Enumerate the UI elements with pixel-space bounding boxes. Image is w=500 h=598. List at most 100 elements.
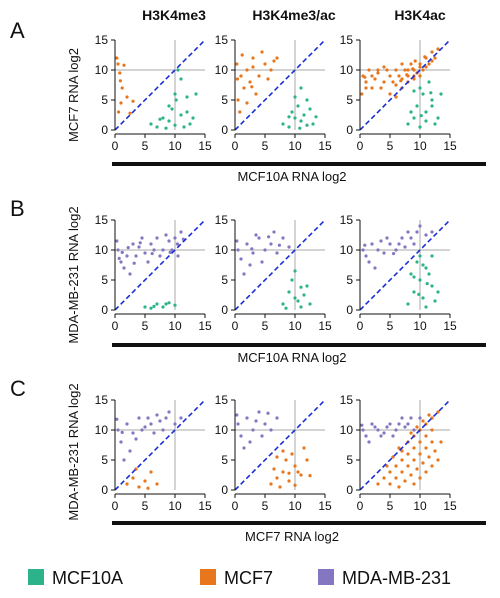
point-mcf7 (299, 473, 303, 477)
point-mcf7 (391, 455, 395, 459)
point-mda-mb-231 (161, 428, 165, 432)
point-mcf7 (235, 77, 239, 81)
point-mcf10a (167, 301, 171, 305)
point-mcf7 (131, 476, 135, 480)
point-mcf7 (436, 47, 440, 51)
point-mcf7 (406, 464, 410, 468)
point-mcf10a (302, 113, 306, 117)
x-tick-label: 0 (357, 499, 364, 513)
point-mcf7 (275, 455, 279, 459)
x-axis-label-a: MCF10A RNA log2 (237, 169, 346, 184)
point-mcf7 (433, 56, 437, 60)
point-mcf7 (394, 83, 398, 87)
point-mda-mb-231 (125, 254, 129, 258)
point-mcf7 (424, 470, 428, 474)
point-mcf10a (194, 92, 198, 96)
point-mcf10a (421, 92, 425, 96)
point-mda-mb-231 (379, 434, 383, 438)
point-mcf10a (281, 122, 285, 126)
point-mcf7 (400, 449, 404, 453)
diagonal-line (359, 399, 451, 491)
point-mda-mb-231 (161, 248, 165, 252)
panel-letter-c: C (10, 376, 26, 401)
y-axis-label-c: MDA-MB-231 RNA log2 (66, 383, 81, 520)
point-mcf10a (412, 290, 416, 294)
point-mcf7 (418, 74, 422, 78)
point-mcf10a (418, 254, 422, 258)
point-mcf7 (413, 59, 417, 63)
legend-label-mcf7: MCF7 (224, 568, 273, 588)
y-tick-label: 10 (95, 63, 109, 77)
y-axis-label-b: MDA-MB-231 RNA log2 (66, 206, 81, 343)
point-mda-mb-231 (134, 437, 138, 441)
x-tick-label: 5 (387, 139, 394, 153)
point-mcf7 (263, 62, 267, 66)
point-mda-mb-231 (400, 416, 404, 420)
x-tick-label: 15 (318, 319, 332, 333)
point-mda-mb-231 (137, 245, 141, 249)
point-mcf10a (406, 122, 410, 126)
point-mda-mb-231 (376, 428, 380, 432)
point-mcf10a (439, 92, 443, 96)
point-mcf7 (118, 71, 122, 75)
point-mcf7 (427, 455, 431, 459)
x-tick-label: 0 (357, 319, 364, 333)
point-mcf7 (373, 77, 377, 81)
point-mcf7 (424, 446, 428, 450)
y-tick-label: 0 (221, 123, 228, 137)
x-axis-label-c: MCF7 RNA log2 (245, 529, 339, 544)
point-mcf10a (173, 123, 177, 127)
point-mcf7 (119, 101, 123, 105)
x-tick-label: 10 (288, 499, 302, 513)
point-mda-mb-231 (388, 422, 392, 426)
point-mcf10a (299, 86, 303, 90)
point-mcf7 (125, 95, 129, 99)
x-tick-label: 5 (262, 319, 269, 333)
point-mcf10a (191, 116, 195, 120)
point-mda-mb-231 (122, 266, 126, 270)
point-mcf7 (281, 449, 285, 453)
point-mcf7 (272, 467, 276, 471)
point-mcf7 (128, 111, 132, 115)
point-mda-mb-231 (131, 242, 135, 246)
point-mda-mb-231 (361, 248, 365, 252)
diagonal-line (359, 39, 451, 131)
point-mda-mb-231 (115, 417, 119, 421)
point-mcf10a (430, 284, 434, 288)
point-mcf7 (117, 110, 121, 114)
point-mcf10a (179, 113, 183, 117)
point-mcf10a (412, 116, 416, 120)
point-mcf10a (425, 282, 429, 286)
point-mcf7 (433, 449, 437, 453)
point-mcf10a (293, 116, 297, 120)
point-mcf10a (158, 117, 162, 121)
point-mcf7 (239, 74, 243, 78)
point-mda-mb-231 (173, 422, 177, 426)
y-tick-label: 10 (215, 423, 229, 437)
axis-separator-bar-c (112, 521, 486, 525)
point-mcf7 (418, 452, 422, 456)
point-mcf10a (155, 302, 159, 306)
point-mda-mb-231 (149, 422, 153, 426)
point-mda-mb-231 (415, 230, 419, 234)
diagonal-line (114, 399, 206, 491)
x-tick-label: 0 (232, 139, 239, 153)
x-tick-label: 0 (357, 139, 364, 153)
y-tick-label: 5 (101, 93, 108, 107)
y-tick-label: 0 (346, 303, 353, 317)
point-mcf10a (174, 98, 178, 102)
point-mcf7 (281, 470, 285, 474)
axis-separator-bar-b (112, 343, 486, 347)
x-tick-label: 15 (318, 139, 332, 153)
point-mda-mb-231 (120, 430, 124, 434)
scatter-panel-c-h3k4me3: 00 5 5 10 10 15 15 (95, 393, 212, 513)
diagonal-line (359, 219, 451, 311)
point-mda-mb-231 (251, 251, 255, 255)
point-mda-mb-231 (116, 248, 120, 252)
point-mcf10a (424, 305, 428, 309)
point-mda-mb-231 (140, 428, 144, 432)
point-mcf10a (167, 119, 171, 123)
x-tick-label: 15 (318, 499, 332, 513)
point-mcf7 (155, 482, 159, 486)
point-mda-mb-231 (150, 252, 154, 256)
